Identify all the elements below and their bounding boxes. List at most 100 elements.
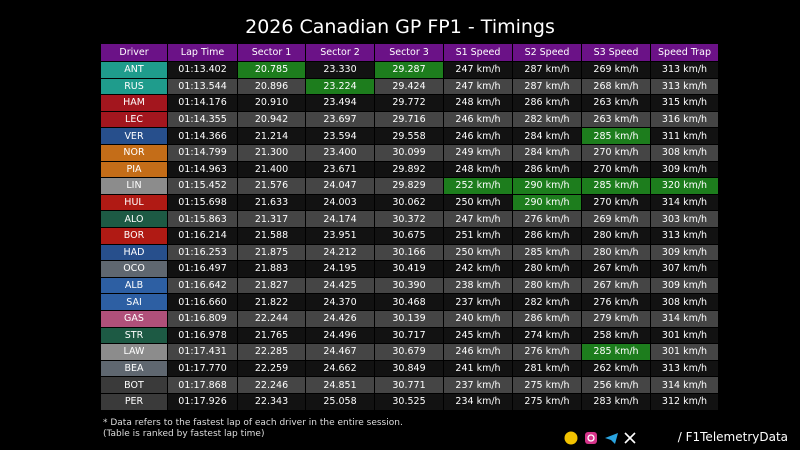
data-cell: 01:16.253 <box>168 244 237 261</box>
data-cell: 23.494 <box>306 95 374 111</box>
data-cell: 23.594 <box>306 128 374 144</box>
data-cell: 314 km/h <box>651 377 718 393</box>
data-cell: 249 km/h <box>444 145 512 161</box>
data-cell: 312 km/h <box>651 394 718 410</box>
data-cell: 30.372 <box>375 211 443 227</box>
data-cell: 285 km/h <box>582 344 650 360</box>
driver-cell: LAW <box>101 344 167 360</box>
data-cell: 314 km/h <box>651 194 718 211</box>
data-cell: 274 km/h <box>513 327 581 344</box>
driver-cell: RUS <box>101 78 167 95</box>
data-cell: 246 km/h <box>444 128 512 144</box>
data-cell: 238 km/h <box>444 277 512 294</box>
data-cell: 313 km/h <box>651 78 718 95</box>
data-cell: 280 km/h <box>513 261 581 277</box>
driver-cell: NOR <box>101 145 167 161</box>
data-cell: 21.588 <box>238 228 305 244</box>
data-cell: 313 km/h <box>651 360 718 377</box>
data-cell: 283 km/h <box>582 394 650 410</box>
data-cell: 01:16.660 <box>168 294 237 310</box>
data-cell: 311 km/h <box>651 128 718 144</box>
data-cell: 248 km/h <box>444 95 512 111</box>
data-cell: 01:14.963 <box>168 161 237 178</box>
data-cell: 241 km/h <box>444 360 512 377</box>
data-cell: 280 km/h <box>582 244 650 261</box>
data-cell: 308 km/h <box>651 145 718 161</box>
driver-cell: ALB <box>101 277 167 294</box>
column-header: Lap Time <box>168 44 237 61</box>
driver-cell: BEA <box>101 360 167 377</box>
data-cell: 303 km/h <box>651 211 718 227</box>
data-cell: 01:13.544 <box>168 78 237 95</box>
data-cell: 290 km/h <box>513 178 581 194</box>
data-cell: 24.174 <box>306 211 374 227</box>
data-cell: 20.942 <box>238 111 305 128</box>
data-cell: 22.285 <box>238 344 305 360</box>
data-cell: 01:15.863 <box>168 211 237 227</box>
data-cell: 24.003 <box>306 194 374 211</box>
data-cell: 24.662 <box>306 360 374 377</box>
data-cell: 240 km/h <box>444 311 512 327</box>
data-cell: 30.525 <box>375 394 443 410</box>
driver-cell: BOT <box>101 377 167 393</box>
data-cell: 307 km/h <box>651 261 718 277</box>
data-cell: 285 km/h <box>582 128 650 144</box>
data-cell: 24.370 <box>306 294 374 310</box>
driver-cell: BOR <box>101 228 167 244</box>
data-cell: 24.425 <box>306 277 374 294</box>
data-cell: 246 km/h <box>444 344 512 360</box>
column-header: S3 Speed <box>582 44 650 61</box>
driver-cell: OCO <box>101 261 167 277</box>
data-cell: 314 km/h <box>651 311 718 327</box>
data-cell: 309 km/h <box>651 244 718 261</box>
data-cell: 29.558 <box>375 128 443 144</box>
data-cell: 268 km/h <box>582 78 650 95</box>
data-cell: 282 km/h <box>513 294 581 310</box>
data-cell: 01:17.431 <box>168 344 237 360</box>
data-cell: 23.400 <box>306 145 374 161</box>
data-cell: 270 km/h <box>582 145 650 161</box>
data-cell: 01:14.366 <box>168 128 237 144</box>
column-header: S1 Speed <box>444 44 512 61</box>
data-cell: 30.166 <box>375 244 443 261</box>
data-cell: 315 km/h <box>651 95 718 111</box>
data-cell: 01:13.402 <box>168 62 237 78</box>
data-cell: 309 km/h <box>651 277 718 294</box>
driver-cell: LIN <box>101 178 167 194</box>
data-cell: 270 km/h <box>582 161 650 178</box>
data-cell: 01:15.452 <box>168 178 237 194</box>
data-cell: 282 km/h <box>513 111 581 128</box>
data-cell: 286 km/h <box>513 228 581 244</box>
data-cell: 309 km/h <box>651 161 718 178</box>
data-cell: 29.772 <box>375 95 443 111</box>
data-cell: 30.717 <box>375 327 443 344</box>
data-cell: 30.062 <box>375 194 443 211</box>
data-cell: 263 km/h <box>582 95 650 111</box>
data-cell: 269 km/h <box>582 62 650 78</box>
data-cell: 24.212 <box>306 244 374 261</box>
data-cell: 267 km/h <box>582 261 650 277</box>
note: (Table is ranked by fastest lap time) <box>103 429 265 439</box>
data-cell: 286 km/h <box>513 95 581 111</box>
data-cell: 276 km/h <box>513 344 581 360</box>
data-cell: 24.851 <box>306 377 374 393</box>
data-cell: 246 km/h <box>444 111 512 128</box>
driver-cell: HUL <box>101 194 167 211</box>
driver-cell: HAM <box>101 95 167 111</box>
data-cell: 01:16.642 <box>168 277 237 294</box>
driver-cell: ANT <box>101 62 167 78</box>
data-cell: 21.827 <box>238 277 305 294</box>
data-cell: 280 km/h <box>582 228 650 244</box>
data-cell: 248 km/h <box>444 161 512 178</box>
data-cell: 247 km/h <box>444 62 512 78</box>
data-cell: 01:16.978 <box>168 327 237 344</box>
data-cell: 237 km/h <box>444 377 512 393</box>
data-cell: 275 km/h <box>513 394 581 410</box>
data-cell: 276 km/h <box>513 211 581 227</box>
data-cell: 29.716 <box>375 111 443 128</box>
driver-cell: STR <box>101 327 167 344</box>
data-cell: 263 km/h <box>582 111 650 128</box>
driver-cell: HAD <box>101 244 167 261</box>
column-header: Sector 3 <box>375 44 443 61</box>
data-cell: 20.785 <box>238 62 305 78</box>
